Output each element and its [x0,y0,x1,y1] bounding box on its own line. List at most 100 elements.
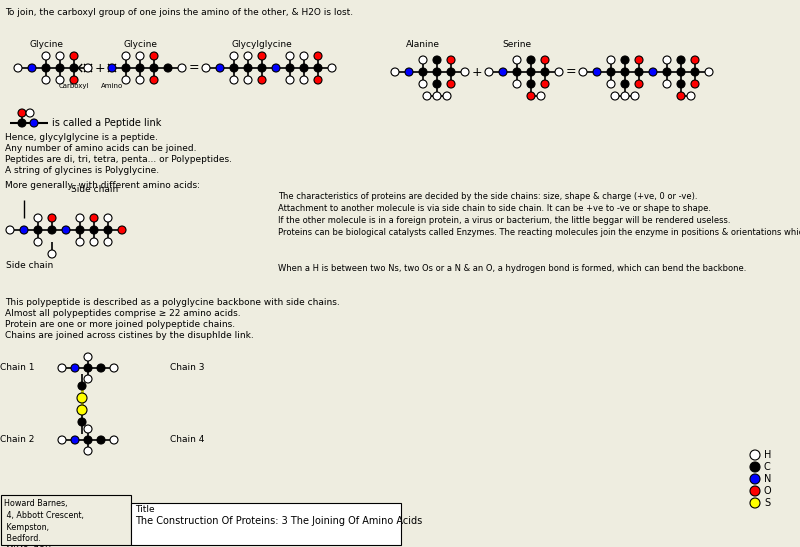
Circle shape [286,52,294,60]
Circle shape [663,68,671,76]
Text: is called a Peptide link: is called a Peptide link [52,118,162,128]
Circle shape [621,56,629,64]
Circle shape [28,64,36,72]
Text: The Construction Of Proteins: 3 The Joining Of Amino Acids: The Construction Of Proteins: 3 The Join… [135,516,422,526]
Circle shape [419,68,427,76]
Circle shape [164,64,172,72]
Text: When a H is between two Ns, two Os or a N & an O, a hydrogen bond is formed, whi: When a H is between two Ns, two Os or a … [278,264,746,273]
Circle shape [108,64,116,72]
Circle shape [447,56,455,64]
Circle shape [635,68,643,76]
Circle shape [48,226,56,234]
Circle shape [579,68,587,76]
Text: S: S [764,498,770,508]
Circle shape [541,80,549,88]
Circle shape [314,52,322,60]
Circle shape [541,56,549,64]
Circle shape [621,92,629,100]
Circle shape [178,64,186,72]
Circle shape [76,214,84,222]
Circle shape [244,76,252,84]
Circle shape [42,52,50,60]
Circle shape [97,364,105,372]
Circle shape [56,52,64,60]
Text: Alanine: Alanine [406,40,440,49]
Circle shape [300,76,308,84]
Circle shape [405,68,413,76]
Circle shape [750,462,760,472]
Text: Side chain: Side chain [6,261,54,270]
Circle shape [314,64,322,72]
Text: Title: Title [135,505,154,514]
Circle shape [150,64,158,72]
Circle shape [104,226,112,234]
Circle shape [136,64,144,72]
Circle shape [300,64,308,72]
Text: Serine: Serine [502,40,531,49]
Text: Chain 3: Chain 3 [170,364,205,373]
Circle shape [110,436,118,444]
Text: Any number of amino acids can be joined.: Any number of amino acids can be joined. [5,144,197,153]
Circle shape [6,226,14,234]
Circle shape [461,68,469,76]
Circle shape [84,436,92,444]
Text: Protein are one or more joined polypeptide chains.: Protein are one or more joined polypepti… [5,320,235,329]
Circle shape [537,92,545,100]
Circle shape [423,92,431,100]
Circle shape [97,436,105,444]
Circle shape [244,64,252,72]
Circle shape [48,214,56,222]
Circle shape [677,56,685,64]
Circle shape [78,382,86,390]
Circle shape [77,393,87,403]
Circle shape [136,52,144,60]
Circle shape [216,64,224,72]
Circle shape [513,80,521,88]
Text: +: + [94,61,106,74]
Text: Carboxyl: Carboxyl [58,83,90,89]
Circle shape [84,353,92,361]
Circle shape [750,486,760,496]
Bar [1,495,131,545]
Text: =: = [189,61,199,74]
Circle shape [230,52,238,60]
Circle shape [527,80,535,88]
Circle shape [42,76,50,84]
Circle shape [750,498,760,508]
Circle shape [71,436,79,444]
Text: This polypeptide is described as a polyglycine backbone with side chains.: This polypeptide is described as a polyg… [5,298,340,307]
Circle shape [663,56,671,64]
Text: O: O [764,486,772,496]
Circle shape [70,76,78,84]
Circle shape [447,80,455,88]
Circle shape [90,238,98,246]
Circle shape [527,68,535,76]
Circle shape [300,52,308,60]
Circle shape [14,64,22,72]
Circle shape [663,80,671,88]
Circle shape [677,68,685,76]
Circle shape [62,226,70,234]
Circle shape [527,56,535,64]
Circle shape [84,375,92,383]
Circle shape [84,64,92,72]
Text: N: N [764,474,771,484]
Circle shape [705,68,713,76]
Text: C: C [764,462,770,472]
Circle shape [593,68,601,76]
Text: A string of glycines is Polyglycine.: A string of glycines is Polyglycine. [5,166,159,175]
Circle shape [150,76,158,84]
Circle shape [419,80,427,88]
Circle shape [48,250,56,258]
Circle shape [607,80,615,88]
Text: Glycine: Glycine [123,40,157,49]
Circle shape [70,52,78,60]
Circle shape [611,92,619,100]
Circle shape [258,76,266,84]
Circle shape [18,119,26,127]
Circle shape [258,64,266,72]
Circle shape [691,56,699,64]
Circle shape [230,76,238,84]
Circle shape [42,64,50,72]
Text: Side chain: Side chain [71,185,118,194]
